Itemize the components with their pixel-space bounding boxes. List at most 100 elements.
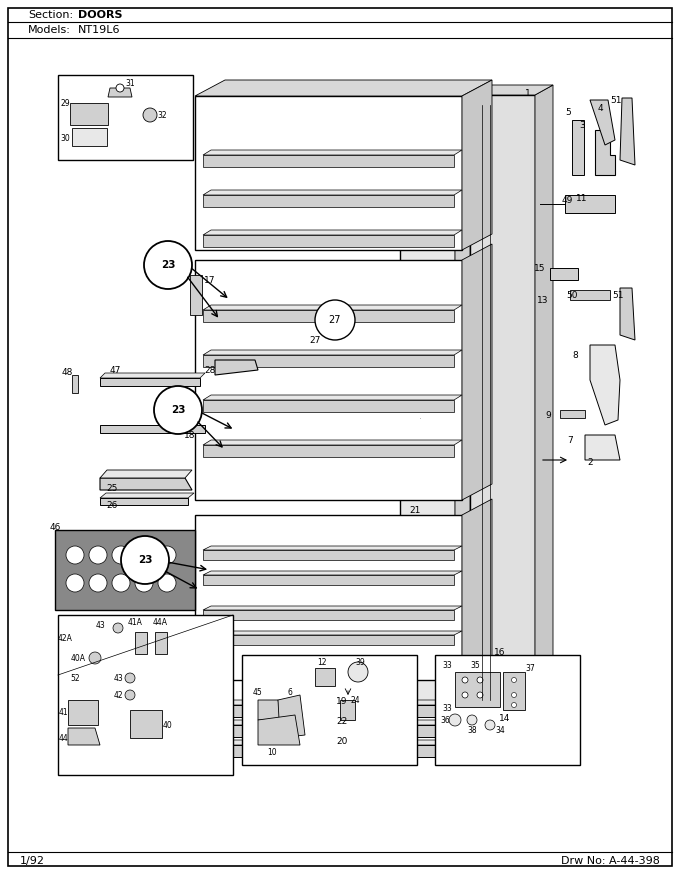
Polygon shape <box>100 478 192 490</box>
Polygon shape <box>215 740 475 745</box>
Text: 30: 30 <box>60 134 70 143</box>
Text: 27: 27 <box>328 315 341 325</box>
Text: 23: 23 <box>171 405 185 415</box>
Text: 5: 5 <box>565 107 571 116</box>
Polygon shape <box>590 100 615 145</box>
Circle shape <box>112 574 130 592</box>
Circle shape <box>462 677 468 683</box>
Circle shape <box>158 546 176 564</box>
Polygon shape <box>203 305 462 310</box>
Bar <box>203 575 454 585</box>
Bar <box>215 705 465 717</box>
Polygon shape <box>462 244 492 500</box>
Text: 4: 4 <box>597 104 602 113</box>
Polygon shape <box>100 493 194 498</box>
Text: 6: 6 <box>288 687 292 696</box>
Bar <box>195 96 462 250</box>
Text: Drw No: A-44-398: Drw No: A-44-398 <box>561 856 660 866</box>
Text: 27: 27 <box>309 335 321 344</box>
Bar <box>470 95 535 710</box>
Text: 48: 48 <box>61 368 73 377</box>
Polygon shape <box>215 700 475 705</box>
Text: 52: 52 <box>70 673 80 683</box>
Circle shape <box>485 720 495 730</box>
Text: 49: 49 <box>561 195 573 204</box>
Circle shape <box>158 574 176 592</box>
Bar <box>560 410 585 418</box>
Text: 1: 1 <box>525 89 531 98</box>
Text: 35: 35 <box>470 661 480 670</box>
Bar <box>72 128 107 146</box>
Bar <box>572 120 584 175</box>
Text: 39: 39 <box>355 657 365 666</box>
Circle shape <box>116 84 124 92</box>
Text: 36: 36 <box>440 715 450 724</box>
Bar <box>565 195 615 213</box>
Bar <box>195 515 462 680</box>
Text: 44A: 44A <box>152 618 167 627</box>
Text: 16: 16 <box>494 648 506 656</box>
Circle shape <box>89 546 107 564</box>
Bar <box>400 98 455 705</box>
Polygon shape <box>620 288 635 340</box>
Polygon shape <box>203 631 462 635</box>
Text: 47: 47 <box>109 365 120 375</box>
Circle shape <box>477 677 483 683</box>
Bar <box>215 745 465 757</box>
Bar <box>203 635 454 645</box>
Bar <box>203 610 454 620</box>
Bar <box>203 550 454 560</box>
Circle shape <box>89 574 107 592</box>
Circle shape <box>113 623 123 633</box>
Text: 41: 41 <box>58 708 68 716</box>
Polygon shape <box>203 230 462 235</box>
Text: 25: 25 <box>106 483 118 493</box>
Text: 23: 23 <box>138 555 152 565</box>
Polygon shape <box>470 85 553 95</box>
Polygon shape <box>258 700 282 720</box>
Polygon shape <box>595 130 615 175</box>
Circle shape <box>467 715 477 725</box>
Circle shape <box>89 652 101 664</box>
Circle shape <box>154 386 202 434</box>
Circle shape <box>315 300 355 340</box>
Polygon shape <box>203 546 462 550</box>
Polygon shape <box>462 499 492 680</box>
Bar <box>55 530 195 610</box>
Bar <box>203 310 454 322</box>
Bar <box>68 700 98 725</box>
Bar <box>215 725 465 737</box>
Text: 21: 21 <box>409 505 421 515</box>
Bar <box>315 668 335 686</box>
Text: 41A: 41A <box>128 618 142 627</box>
Bar <box>203 235 454 247</box>
Bar <box>72 375 78 393</box>
Text: 42: 42 <box>113 691 123 700</box>
Text: 51: 51 <box>612 290 624 299</box>
Circle shape <box>66 574 84 592</box>
Text: 51: 51 <box>610 96 622 105</box>
Bar <box>70 103 108 125</box>
Text: 33: 33 <box>442 703 452 713</box>
Polygon shape <box>215 720 475 725</box>
Bar <box>570 290 610 300</box>
Text: 31: 31 <box>125 78 135 87</box>
Bar <box>455 672 500 707</box>
Text: 20: 20 <box>337 737 347 745</box>
Text: 13: 13 <box>537 296 549 304</box>
Text: 29: 29 <box>61 99 70 107</box>
Circle shape <box>144 241 192 289</box>
Polygon shape <box>203 395 462 400</box>
Text: 40: 40 <box>162 721 172 730</box>
Text: 50: 50 <box>566 290 578 299</box>
Text: 26: 26 <box>106 501 118 510</box>
Bar <box>195 260 462 500</box>
Circle shape <box>125 673 135 683</box>
Text: 1/92: 1/92 <box>20 856 45 866</box>
Bar <box>435 655 580 765</box>
Polygon shape <box>100 470 192 478</box>
Polygon shape <box>535 85 553 710</box>
Circle shape <box>477 692 483 698</box>
Polygon shape <box>203 571 462 575</box>
Text: 43: 43 <box>113 673 123 683</box>
